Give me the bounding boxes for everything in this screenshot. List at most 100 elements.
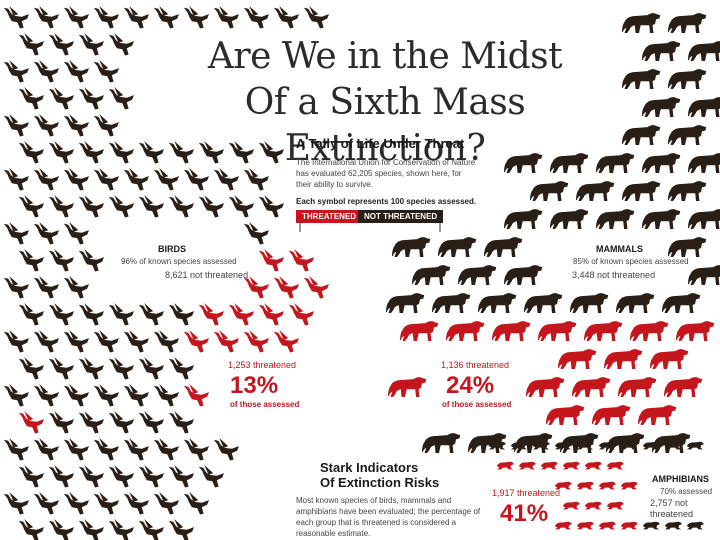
duck-icon (123, 6, 149, 29)
cougar-icon (668, 69, 707, 89)
frog-icon-threatened (620, 521, 638, 530)
frog-icon-threatened (562, 461, 580, 470)
cougar-icon (622, 125, 661, 145)
duck-icon (168, 303, 194, 326)
birds-percent: 13% (230, 372, 279, 399)
duck-icon (168, 357, 194, 380)
tally-intro: The International Union for Conservation… (296, 158, 476, 189)
duck-icon (33, 330, 59, 353)
duck-icon-threatened (288, 249, 314, 272)
duck-icon-threatened (18, 411, 44, 434)
tally-heading: A Tally of Life Under Threat (296, 136, 465, 151)
cougar-icon-threatened (604, 349, 643, 369)
duck-icon (93, 438, 119, 461)
duck-icon (78, 303, 104, 326)
duck-icon-threatened (183, 330, 209, 353)
duck-icon (138, 519, 164, 540)
duck-icon (108, 87, 134, 110)
duck-icon (108, 195, 134, 218)
duck-icon (63, 60, 89, 83)
cougar-icon (668, 237, 707, 257)
cougar-icon (668, 125, 707, 145)
duck-icon (3, 438, 30, 461)
duck-icon (243, 222, 269, 245)
duck-icon (3, 384, 30, 407)
cougar-icon (570, 293, 609, 313)
mammals-of-assessed: of those assessed (442, 400, 512, 409)
mammals-threatened: 1,136 threatened (441, 360, 510, 370)
duck-icon (33, 6, 59, 29)
stark-heading: Stark Indicators Of Extinction Risks (320, 460, 439, 490)
duck-icon (18, 87, 44, 110)
duck-icon (63, 384, 89, 407)
duck-icon (78, 141, 104, 164)
duck-icon (153, 492, 179, 515)
duck-icon (123, 492, 149, 515)
duck-icon (18, 303, 44, 326)
duck-icon (93, 168, 119, 191)
duck-icon (3, 222, 30, 245)
duck-icon (138, 195, 164, 218)
duck-icon (3, 276, 30, 299)
duck-icon (78, 465, 104, 488)
duck-icon (228, 195, 254, 218)
cougar-icon-threatened (676, 321, 715, 341)
cougar-icon (688, 209, 720, 229)
duck-icon (273, 6, 299, 29)
duck-icon (18, 33, 44, 56)
cougar-icon-threatened (492, 321, 531, 341)
duck-icon (18, 249, 44, 272)
title-line-1: Are We in the Midst (207, 36, 563, 77)
duck-icon (48, 519, 74, 540)
duck-icon (138, 465, 164, 488)
cougar-icon (642, 41, 681, 61)
duck-icon (33, 114, 59, 137)
legend-threatened: THREATENED (296, 210, 363, 223)
duck-icon (18, 141, 44, 164)
duck-icon (18, 357, 44, 380)
page-title: Are We in the Midst Of a Sixth Mass Exti… (150, 34, 620, 172)
cougar-icon (432, 293, 471, 313)
duck-icon (153, 438, 179, 461)
mammals-percent: 24% (446, 372, 495, 399)
cougar-icon-threatened (388, 377, 427, 397)
duck-icon (48, 465, 74, 488)
duck-icon (3, 168, 30, 191)
frog-icon-threatened (620, 481, 638, 490)
duck-icon (48, 87, 74, 110)
cougar-icon (596, 209, 635, 229)
duck-icon (18, 465, 44, 488)
duck-icon (3, 60, 30, 83)
duck-icon (3, 492, 30, 515)
frog-icon-threatened (540, 461, 558, 470)
duck-icon (48, 357, 74, 380)
duck-icon-threatened (183, 384, 209, 407)
duck-icon (3, 6, 30, 29)
duck-icon (33, 492, 59, 515)
duck-icon (183, 6, 209, 29)
duck-icon (33, 222, 59, 245)
cougar-icon-threatened (538, 321, 577, 341)
duck-icon (33, 60, 59, 83)
amphibians-label: AMPHIBIANS (652, 474, 710, 484)
duck-icon (48, 33, 74, 56)
title-line-2: Of a Sixth Mass Extinction? (244, 82, 526, 169)
cougar-icon (392, 237, 431, 257)
duck-icon (138, 357, 164, 380)
legend-not-threatened: NOT THREATENED (358, 210, 444, 223)
duck-icon (183, 492, 209, 515)
cougar-icon (438, 237, 477, 257)
duck-icon (138, 411, 164, 434)
duck-icon (93, 6, 119, 29)
duck-icon (198, 195, 224, 218)
cougar-icon-threatened (526, 377, 565, 397)
stark-heading-line-1: Stark Indicators (320, 460, 419, 475)
duck-icon (78, 411, 104, 434)
duck-icon (18, 195, 44, 218)
duck-icon (153, 330, 179, 353)
duck-icon (63, 276, 89, 299)
cougar-icon-threatened (572, 377, 611, 397)
frog-icon (664, 521, 682, 530)
duck-icon (78, 249, 104, 272)
